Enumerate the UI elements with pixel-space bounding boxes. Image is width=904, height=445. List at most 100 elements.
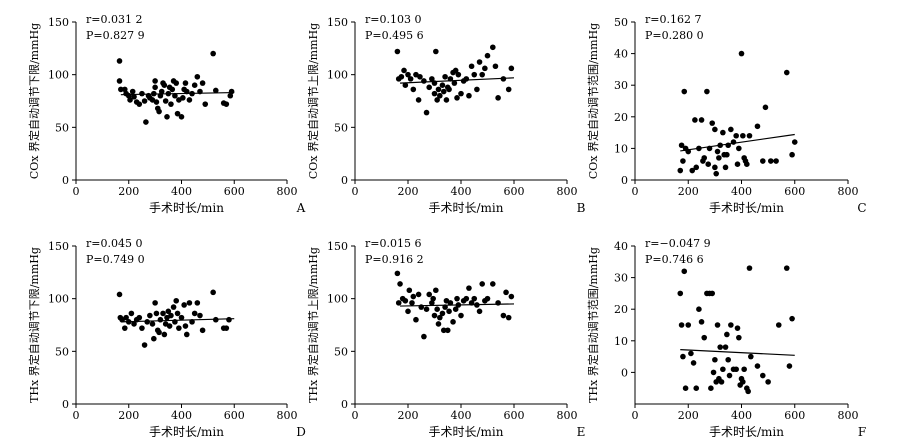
data-point (406, 287, 413, 294)
data-point (476, 308, 483, 315)
x-tick-label: 600 (504, 409, 525, 422)
data-point (136, 314, 143, 321)
p-value-label: P=0.746 6 (645, 253, 704, 266)
p-value-label: P=0.495 6 (365, 29, 424, 42)
data-point (789, 151, 795, 158)
r-value-label: r=−0.047 9 (645, 237, 711, 250)
data-point (147, 312, 153, 319)
data-point (421, 333, 427, 340)
data-point (417, 73, 423, 80)
data-point (152, 78, 158, 84)
data-point (202, 101, 209, 107)
x-tick-label: 200 (678, 185, 699, 198)
trend-line (120, 91, 235, 96)
data-point (748, 353, 754, 360)
data-point (161, 331, 168, 338)
data-point (503, 289, 509, 296)
data-point (775, 322, 782, 328)
data-point (447, 300, 454, 306)
x-tick-label: 800 (277, 185, 298, 198)
data-point (173, 297, 180, 304)
x-tick-label: 0 (632, 185, 639, 198)
data-point (121, 86, 128, 93)
data-point (726, 372, 733, 379)
data-point (186, 300, 193, 306)
y-tick-label: 0 (341, 398, 348, 411)
data-point (474, 302, 480, 308)
y-tick-label: 100 (48, 69, 69, 82)
data-point (394, 270, 401, 277)
x-tick-label: 400 (171, 185, 192, 198)
data-point (199, 327, 206, 334)
data-point (454, 95, 460, 101)
data-point (685, 322, 692, 328)
data-point (153, 310, 160, 317)
r-value-label: r=0.103 0 (365, 13, 421, 26)
data-point (197, 88, 203, 95)
y-axis-title: THx 界定自动调节下限/mmHg (27, 247, 41, 403)
data-point (191, 310, 198, 317)
data-point (733, 132, 739, 139)
data-point (710, 369, 717, 376)
data-point (713, 170, 720, 177)
data-point (479, 281, 486, 287)
y-tick-label: 100 (327, 293, 348, 306)
y-tick-label: 50 (334, 345, 348, 358)
p-value-label: P=0.916 2 (365, 253, 424, 266)
data-point (490, 281, 496, 287)
data-point (433, 287, 439, 294)
x-axis-title: 手术时长/min (709, 201, 784, 215)
y-tick-label: 10 (614, 335, 628, 348)
data-point (698, 319, 705, 325)
data-point (725, 142, 731, 149)
data-point (172, 92, 178, 99)
data-point (693, 385, 700, 392)
data-point (440, 327, 447, 334)
data-point (678, 142, 685, 149)
data-point (500, 312, 507, 319)
data-point (139, 90, 145, 97)
data-point (455, 71, 462, 78)
data-point (421, 78, 427, 84)
data-point (444, 327, 451, 334)
data-point (226, 316, 232, 323)
data-point (696, 145, 702, 152)
x-tick-label: 800 (557, 409, 578, 422)
data-point (680, 353, 686, 360)
data-point (178, 314, 185, 321)
data-point (141, 98, 148, 104)
x-tick-label: 200 (118, 409, 139, 422)
data-point (437, 92, 443, 99)
data-point (116, 78, 123, 84)
data-point (492, 63, 499, 70)
data-point (678, 322, 685, 328)
p-value-label: P=0.749 0 (86, 253, 145, 266)
data-point (685, 148, 692, 155)
data-point (709, 290, 716, 297)
data-point (738, 50, 745, 57)
data-point (760, 372, 766, 379)
x-axis-title: 手术时长/min (429, 425, 504, 439)
data-point (689, 167, 696, 174)
data-point (714, 322, 721, 328)
x-tick-label: 600 (784, 185, 805, 198)
y-tick-label: 150 (327, 16, 348, 29)
data-point (458, 312, 464, 319)
data-point (490, 44, 496, 51)
data-point (131, 321, 137, 327)
data-point (698, 117, 705, 123)
y-tick-label: 20 (614, 111, 628, 124)
data-point (157, 92, 164, 99)
data-point (189, 90, 195, 97)
data-point (718, 379, 725, 385)
r-value-label: r=0.045 0 (86, 237, 142, 250)
data-point (431, 80, 438, 86)
data-point (116, 291, 123, 298)
data-point (164, 114, 170, 120)
data-point (186, 97, 193, 103)
data-point (162, 98, 169, 104)
y-tick-label: 0 (62, 174, 69, 187)
data-point (717, 344, 723, 350)
data-point (734, 161, 741, 167)
data-point (730, 139, 737, 145)
